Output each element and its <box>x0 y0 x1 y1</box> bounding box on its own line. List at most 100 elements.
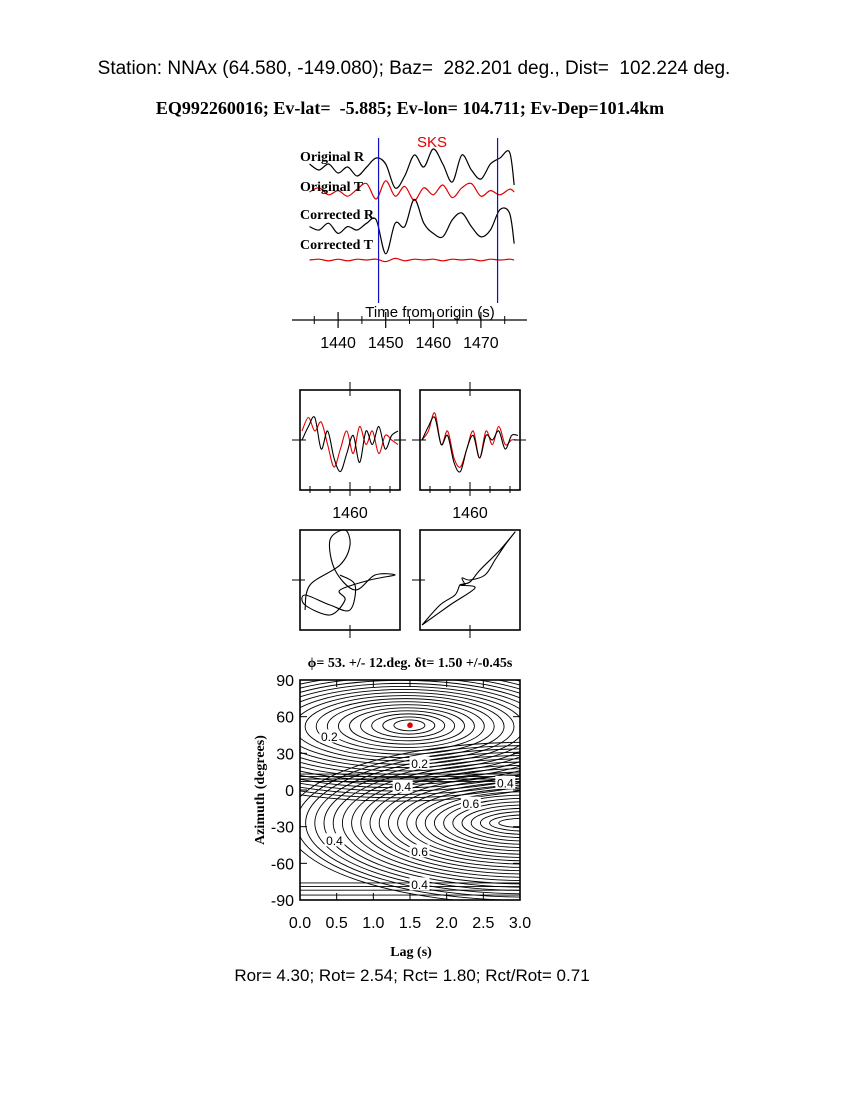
overlay-pane-corrected: 1460 <box>412 382 526 522</box>
trace-label: Corrected T <box>300 238 374 253</box>
contour <box>424 791 520 855</box>
grid-title: ϕ= 53. +/- 12.deg. δt= 1.50 +/-0.45s <box>308 656 513 671</box>
contour-label-bg <box>409 877 430 891</box>
contour-label: 0.4 <box>326 834 343 848</box>
y-tick-label: 90 <box>276 673 294 690</box>
contour-label-bg <box>409 756 430 770</box>
particle-motion-original <box>292 529 401 638</box>
contour <box>323 755 520 891</box>
contour <box>479 811 520 835</box>
black-trace <box>421 416 519 473</box>
contour <box>342 761 520 885</box>
contour-label-bg <box>495 775 516 789</box>
best-fit-marker <box>407 722 413 729</box>
contour <box>360 710 456 742</box>
contour-lines <box>300 680 520 900</box>
contour <box>387 778 520 868</box>
x-tick-label: 1.0 <box>362 915 384 932</box>
contour-label: 0.2 <box>411 757 428 771</box>
pm-trajectory <box>421 531 516 626</box>
x-tick-label: 2.5 <box>472 915 494 932</box>
contour <box>300 680 520 779</box>
y-tick-label: -90 <box>271 893 294 910</box>
contour <box>489 814 520 832</box>
x-tick-label: 1440 <box>320 335 356 352</box>
contour <box>300 782 520 795</box>
x-tick-label: 1460 <box>452 505 488 522</box>
overlay-traces <box>421 412 519 473</box>
x-tick-label: 2.0 <box>436 915 458 932</box>
station-header: Station: NNAx (64.580, -149.080); Baz= 2… <box>97 58 731 79</box>
contour <box>406 784 520 862</box>
event-header: EQ992260016; Ev-lat= -5.885; Ev-lon= 104… <box>155 98 665 118</box>
trace-1 <box>309 148 515 189</box>
contour-label: 0.2 <box>321 730 338 744</box>
x-tick-label: 1460 <box>416 335 452 352</box>
contour <box>443 798 520 848</box>
trace-2 <box>309 180 515 201</box>
contour <box>470 807 520 839</box>
trace-label: Corrected R <box>300 208 375 223</box>
contour <box>349 707 465 745</box>
particle-motion-corrected <box>412 529 521 638</box>
trace-3 <box>309 198 515 255</box>
contour-label-bg <box>324 833 345 847</box>
contour <box>397 781 520 865</box>
overlay-traces <box>301 416 399 473</box>
contour <box>314 751 520 895</box>
seismogram-panel: Original R Original T Corrected R Corrected… <box>300 138 515 303</box>
contour <box>498 817 520 829</box>
seismogram-xlabel: Time from origin (s) <box>365 304 494 321</box>
contour-label-bg <box>392 779 413 793</box>
trace-label: Original R <box>300 150 365 165</box>
contour-label: 0.4 <box>497 776 514 790</box>
contour <box>315 698 495 755</box>
particle-motion-panel <box>292 529 521 638</box>
contour <box>415 788 520 858</box>
contour <box>371 713 446 738</box>
grid-ylabel: Azimuth (degrees) <box>253 735 268 845</box>
x-tick-label: 1450 <box>368 335 404 352</box>
contour <box>393 719 426 732</box>
y-tick-label: 0 <box>285 783 294 800</box>
contour-label: 0.6 <box>463 797 480 811</box>
y-tick-label: 60 <box>276 710 294 727</box>
grid-xlabel: Lag (s) <box>390 945 432 960</box>
x-tick-label: 0.5 <box>326 915 348 932</box>
contour-label-bg <box>409 844 430 858</box>
contour <box>369 771 520 875</box>
contour <box>300 789 520 802</box>
x-tick-label: 1.5 <box>399 915 421 932</box>
contour <box>382 716 436 735</box>
contour-label: 0.4 <box>411 878 428 892</box>
contour <box>360 768 520 878</box>
contour <box>300 685 520 769</box>
trace-label: Original T <box>300 180 364 195</box>
contour <box>300 682 520 772</box>
phase-label: SKS <box>417 134 447 151</box>
pm-trajectory <box>301 529 396 616</box>
y-tick-label: -30 <box>271 820 294 837</box>
seismogram-ticks: 1440 1450 1460 1470 <box>313 312 506 352</box>
contour <box>337 704 475 748</box>
contour <box>300 689 520 765</box>
overlay-panel: 1460 1460 <box>292 382 526 522</box>
x-tick-label: 1460 <box>332 505 368 522</box>
trace-4 <box>309 257 515 263</box>
contour-label-bg <box>460 796 481 810</box>
black-trace <box>301 416 399 473</box>
energy-grid-panel: 0.20.20.4 0.40.60.40.60.40.0 0.5 1.0 1.5 2.0 2… <box>271 673 531 932</box>
y-tick-label: 30 <box>276 746 294 763</box>
contour <box>305 748 520 898</box>
x-tick-label: 1470 <box>463 335 499 352</box>
contour <box>433 794 520 852</box>
contour <box>326 701 485 752</box>
fit-statistics: Ror= 4.30; Rot= 2.54; Rct= 1.80; Rct/Rot… <box>234 966 589 985</box>
contour <box>332 758 520 888</box>
contour-label: 0.4 <box>394 780 411 794</box>
y-tick-label: -60 <box>271 856 294 873</box>
contour-label-bg <box>319 729 340 743</box>
contour <box>351 764 520 882</box>
